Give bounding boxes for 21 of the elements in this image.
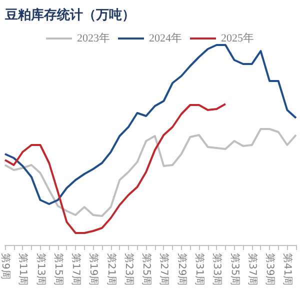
x-tick-label: 第41周	[282, 253, 294, 286]
x-tick-label: 第25周	[140, 253, 153, 286]
x-tick-label: 第9周	[0, 253, 12, 280]
x-tick-label: 第33周	[211, 253, 224, 286]
x-tick-label: 第37周	[246, 253, 258, 286]
legend-label: 2023年	[77, 32, 110, 44]
x-tick-label: 第15周	[52, 253, 64, 286]
chart-title: 豆粕库存统计（万吨）	[4, 7, 135, 23]
x-tick-label: 第13周	[34, 253, 47, 286]
legend-label: 2025年	[221, 32, 254, 44]
x-tick-label: 第21周	[105, 253, 118, 286]
x-tick-label: 第27周	[158, 253, 170, 286]
x-tick-label: 第11周	[17, 253, 30, 286]
legend-label: 2024年	[149, 32, 182, 44]
x-tick-label: 第19周	[88, 253, 100, 286]
x-tick-label: 第29周	[176, 253, 188, 286]
x-tick-label: 第31周	[194, 253, 206, 286]
x-tick-label: 第39周	[264, 253, 276, 286]
x-tick-label: 第23周	[122, 253, 135, 286]
x-tick-label: 第35周	[228, 253, 241, 286]
x-tick-label: 第17周	[70, 253, 82, 286]
